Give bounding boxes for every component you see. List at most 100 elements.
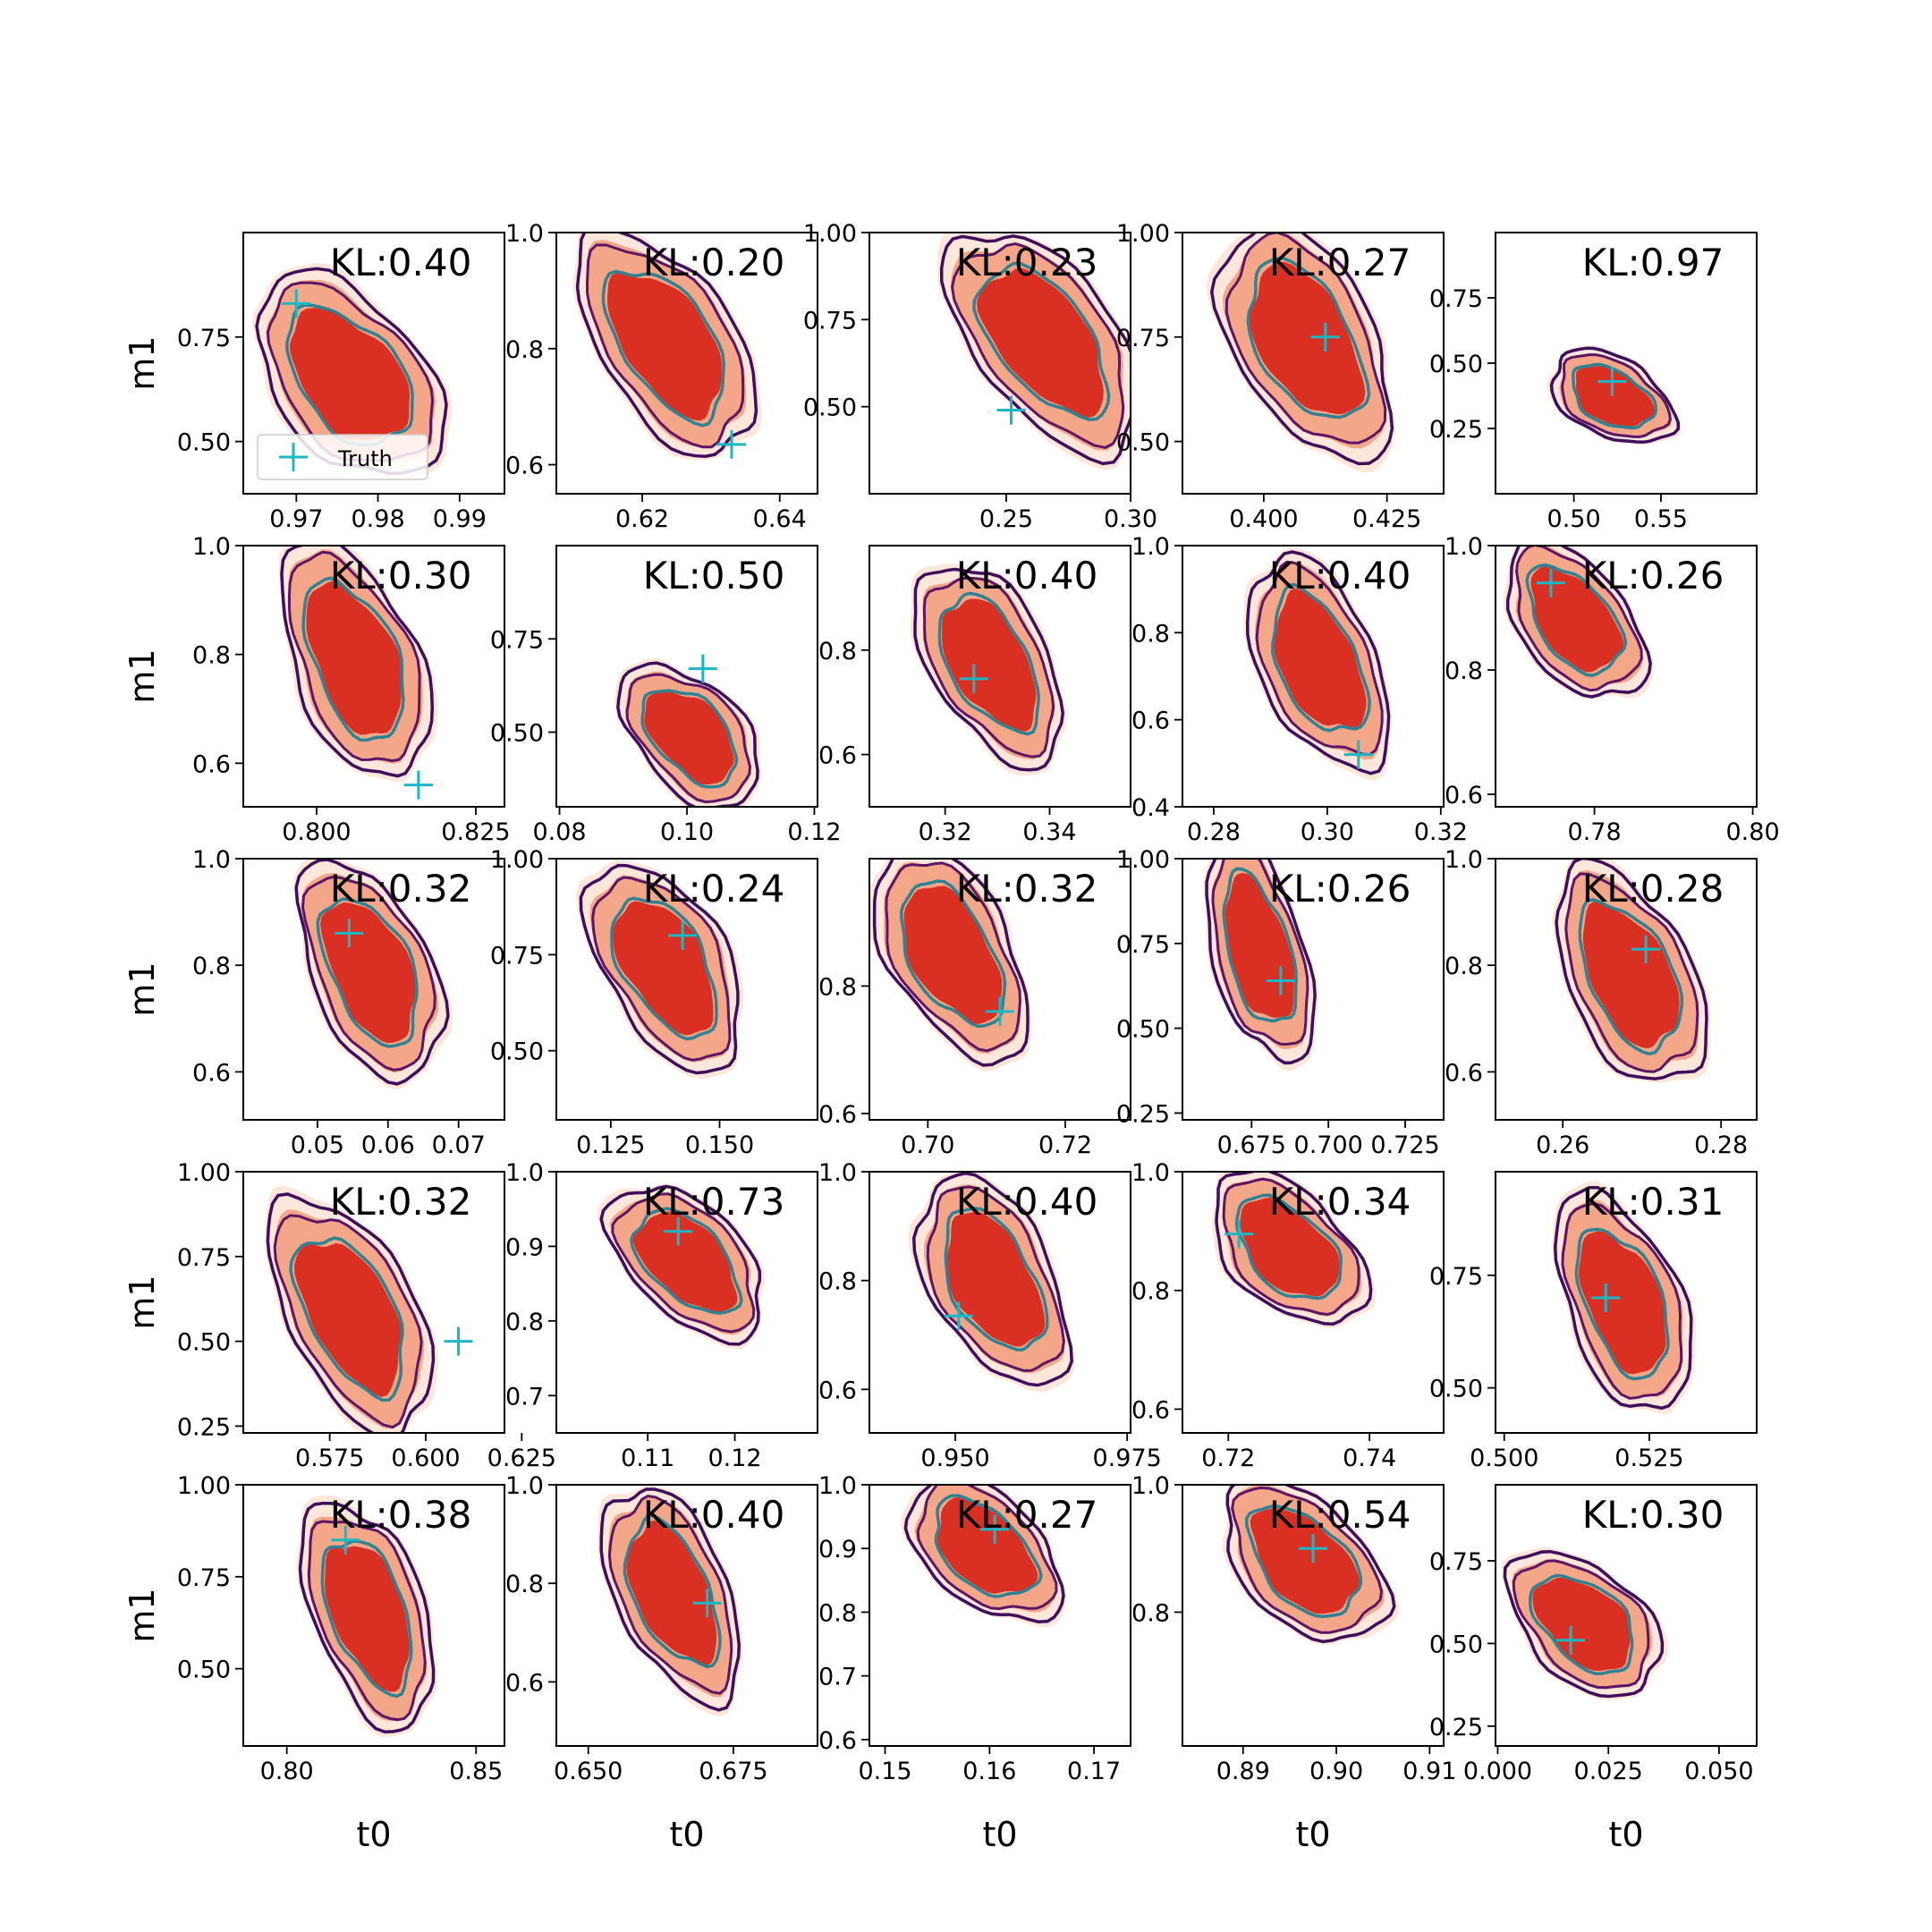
- density-fill-core: [644, 691, 734, 785]
- truth-marker: [1597, 367, 1627, 396]
- truth-marker: [1631, 935, 1661, 964]
- panel-1: 0.97 0.98 0.99 0.75 0.50 KL:0.40 m1 Truth: [123, 232, 505, 533]
- density-fill-core: [1582, 902, 1680, 1049]
- panel-10: 0.78 0.80 1.0 0.8 0.6 KL:0.26: [1445, 533, 1780, 846]
- contour-outer: [280, 546, 435, 778]
- x-tick-label: 0.32: [1414, 818, 1468, 846]
- density-area: [1206, 233, 1395, 473]
- y-tick-label: 0.50: [490, 1038, 544, 1066]
- axes-frame: [1182, 232, 1445, 495]
- contour-mid: [625, 673, 752, 804]
- contour-inner: [1571, 362, 1657, 430]
- contour-mid: [287, 550, 421, 763]
- y-tick-label: 1.0: [1445, 533, 1483, 561]
- y-tick-label: 0.8: [1131, 1599, 1170, 1627]
- kl-annotation: KL:0.30: [1582, 1493, 1724, 1537]
- x-tick-label: 0.89: [1216, 1758, 1270, 1785]
- contour-inner: [623, 1513, 722, 1669]
- density-fill-core: [1274, 588, 1367, 729]
- kl-annotation: KL:0.40: [1269, 554, 1411, 597]
- contour-outer: [294, 859, 450, 1086]
- y-tick-label: 1.0: [1131, 1472, 1170, 1500]
- density-fill-core: [936, 1496, 1038, 1594]
- y-tick-label: 1.0: [818, 1159, 857, 1187]
- x-tick-label: 0.72: [1038, 1131, 1092, 1159]
- truth-marker: [668, 920, 698, 950]
- x-tick-label: 0.28: [1187, 818, 1241, 846]
- density-area: [597, 1183, 766, 1350]
- kl-annotation: KL:0.27: [1269, 241, 1411, 284]
- kl-annotation: KL:0.40: [330, 241, 472, 284]
- x-tick-label: 0.050: [1684, 1758, 1753, 1785]
- x-tick-label: 0.80: [1726, 818, 1780, 846]
- contour-mid: [926, 1185, 1065, 1372]
- panel-14: 0.675 0.700 0.725 1.00 0.75 0.50 0.25 KL:0.26: [1116, 846, 1445, 1159]
- y-tick-label: 0.75: [177, 1244, 231, 1272]
- x-tick-label: 0.25: [979, 505, 1033, 533]
- panel-5: 0.50 0.55 0.75 0.50 0.25 KL:0.97: [1429, 232, 1758, 533]
- y-tick-label: 0.8: [505, 1571, 544, 1598]
- y-tick-label: 0.75: [1429, 1548, 1483, 1576]
- density-fill-core: [977, 267, 1104, 419]
- contour-outer: [1555, 859, 1708, 1080]
- panel-25: 0.000 0.025 0.050 0.75 0.50 0.25 KL:0.30 t0: [1429, 1484, 1758, 1854]
- x-tick-label: 0.12: [708, 1445, 761, 1472]
- axes-frame: [1182, 545, 1445, 808]
- panel-9: 0.28 0.30 0.32 1.0 0.8 0.6 0.4 KL:0.40: [1131, 533, 1468, 846]
- truth-marker: [335, 919, 364, 948]
- axes-frame: [1495, 858, 1758, 1121]
- kl-annotation: KL:0.54: [1269, 1493, 1411, 1537]
- x-tick-label: 0.025: [1574, 1758, 1643, 1785]
- x-tick-label: 0.28: [1694, 1131, 1748, 1159]
- y-tick-label: 0.7: [818, 1664, 857, 1691]
- density-area: [901, 1485, 1067, 1628]
- density-fill-core: [306, 580, 402, 735]
- y-tick-label: 0.75: [490, 626, 544, 654]
- x-tick-label: 0.74: [1343, 1445, 1396, 1472]
- kl-annotation: KL:0.97: [1582, 241, 1724, 284]
- x-tick-label: 0.55: [1634, 505, 1688, 533]
- contour-mid: [1561, 353, 1672, 438]
- contour-inner: [1574, 1227, 1670, 1381]
- x-tick-label: 0.62: [615, 505, 669, 533]
- panel-20: 0.500 0.525 0.75 0.50 KL:0.31: [1429, 1171, 1758, 1472]
- y-tick-label: 0.8: [505, 1309, 544, 1336]
- density-fill-core: [1250, 1508, 1360, 1614]
- y-tick-label: 0.8: [1445, 657, 1483, 685]
- axes-frame: [1495, 1484, 1758, 1747]
- contour-outer: [913, 567, 1064, 772]
- axes-frame: [555, 1484, 818, 1747]
- truth-marker: [996, 395, 1026, 425]
- contour-outer: [1215, 1172, 1373, 1326]
- contour-outer: [298, 1501, 436, 1733]
- x-tick-label: 0.725: [1370, 1131, 1439, 1159]
- truth-marker: [688, 654, 717, 683]
- contour-inner: [944, 1207, 1049, 1352]
- contour-outer: [1553, 1185, 1693, 1411]
- x-tick-label: 0.97: [269, 505, 323, 533]
- axes-frame: [242, 1171, 505, 1434]
- density-area: [293, 859, 453, 1089]
- y-axis-label: m1: [123, 1275, 162, 1329]
- y-tick-label: 0.25: [1116, 1100, 1170, 1128]
- panel-21: 0.80 0.85 1.00 0.75 0.50 KL:0.38 m1 t0: [123, 1472, 505, 1854]
- density-area: [264, 1185, 439, 1433]
- axes-frame: [555, 858, 818, 1121]
- axes-frame: [242, 232, 505, 495]
- x-tick-label: 0.06: [361, 1131, 415, 1159]
- y-tick-label: 1.00: [1116, 220, 1170, 248]
- panel-6: 0.800 0.825 1.0 0.8 0.6 KL:0.30 m1: [123, 533, 511, 846]
- contour-mid: [885, 861, 1021, 1053]
- truth-marker: [1556, 1625, 1586, 1655]
- panel-13: 0.70 0.72 0.8 0.6 KL:0.32: [818, 858, 1131, 1159]
- panel-23: 0.15 0.16 0.17 1.0 0.9 0.8 0.7 0.6 KL:0.27 t0: [818, 1472, 1131, 1854]
- y-tick-label: 0.8: [192, 953, 231, 980]
- y-tick-label: 0.50: [1116, 429, 1170, 457]
- x-tick-label: 0.425: [1352, 505, 1421, 533]
- contour-mid: [1512, 1559, 1650, 1690]
- x-tick-label: 0.07: [432, 1131, 486, 1159]
- kl-annotation: KL:0.24: [643, 867, 785, 911]
- y-tick-label: 0.9: [505, 1233, 544, 1261]
- panel-7: 0.08 0.10 0.12 0.75 0.50 KL:0.50: [490, 545, 842, 846]
- contour-outer: [1209, 233, 1394, 466]
